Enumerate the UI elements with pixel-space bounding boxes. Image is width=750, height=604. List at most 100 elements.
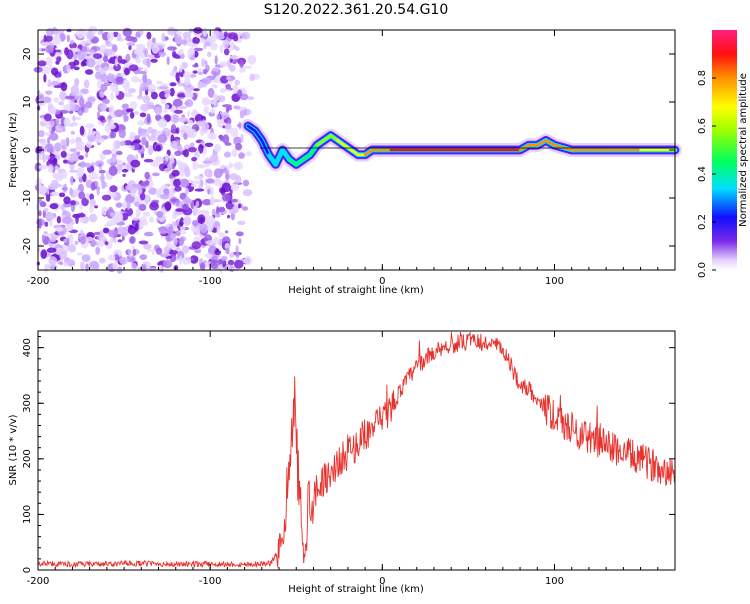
noise-blob [192,70,198,74]
noise-blob [46,212,57,220]
noise-blob [152,37,156,44]
noise-blob [81,254,91,262]
noise-blob [183,71,192,80]
noise-blob [242,179,250,187]
noise-blob [141,132,150,138]
noise-blob [193,88,200,92]
spectrogram-x-ticks: -200 -100 0 100 [27,30,676,287]
noise-blob [53,157,58,165]
noise-blob [37,218,42,229]
noise-blob [146,31,152,40]
noise-blob [117,226,124,235]
noise-blob [134,201,140,207]
noise-blob [76,172,82,178]
noise-blob [127,225,137,235]
noise-blob [130,159,141,168]
noise-blob [59,261,63,265]
noise-blob [183,216,192,226]
noise-blob [199,262,206,271]
noise-blob [35,178,42,187]
noise-blob [227,77,235,82]
noise-blob [89,202,94,213]
noise-blob [167,163,173,170]
noise-blob [81,45,87,53]
noise-blob [217,207,226,213]
noise-blob [124,67,130,76]
noise-blob [60,204,65,211]
noise-blob [62,202,72,208]
noise-blob [243,65,253,69]
noise-blob [146,42,152,50]
noise-blob [203,106,209,115]
noise-blob [146,58,151,68]
noise-blob [37,130,45,138]
noise-blob [55,124,62,133]
figure-title: S120.2022.361.20.54.G10 [264,2,449,18]
noise-blob [140,82,148,92]
noise-blob [47,79,52,88]
noise-blob [216,113,221,120]
noise-blob [101,194,112,201]
noise-blob [204,60,208,66]
noise-blob [181,150,186,156]
noise-blob [122,162,126,166]
noise-blob [182,31,192,39]
noise-blob [100,73,109,83]
noise-blob [169,254,177,263]
noise-blob [114,88,120,96]
noise-blob [163,167,171,173]
noise-blob [155,247,163,255]
noise-blob [51,80,59,86]
noise-blob [66,222,74,232]
noise-blob [216,213,221,218]
noise-blob [139,254,148,260]
noise-blob [135,222,139,232]
noise-blob [66,237,70,247]
noise-blob [179,64,183,73]
noise-blob [112,141,117,148]
noise-blob [147,83,157,93]
noise-blob [52,191,58,196]
noise-blob [174,185,182,192]
x-tick-label: 0 [379,276,385,287]
noise-blob [177,50,183,56]
noise-blob [128,64,139,72]
noise-blob [69,156,75,163]
noise-blob [36,105,41,111]
noise-blob [170,124,177,133]
noise-blob [54,166,59,170]
noise-blob [107,31,115,42]
noise-blob [63,117,71,128]
noise-blob [209,154,219,163]
noise-blob [123,140,133,146]
noise-blob [179,219,184,227]
noise-blob [37,184,47,195]
noise-blob [167,226,174,236]
noise-blob [62,159,69,164]
y-tick-label: 100 [22,505,33,524]
noise-blob [138,204,147,211]
noise-blob [104,241,109,246]
noise-blob [159,193,170,200]
snr-series-line [37,332,676,569]
noise-blob [98,230,104,238]
noise-blob [241,31,251,40]
noise-blob [179,225,186,231]
noise-blob [188,28,194,33]
noise-blob [227,214,231,219]
noise-blob [137,95,144,100]
noise-blob [68,243,76,253]
noise-blob [229,252,235,258]
noise-blob [237,220,246,225]
noise-blob [170,140,179,148]
noise-blob [79,217,85,223]
noise-blob [152,172,160,177]
noise-blob [77,50,86,60]
noise-blob [110,212,115,217]
noise-blob [84,48,95,53]
noise-blob [187,48,193,58]
noise-blob [215,31,226,40]
noise-blob [171,222,178,226]
noise-blob [233,136,242,146]
y-tick-label: 20 [22,48,33,61]
